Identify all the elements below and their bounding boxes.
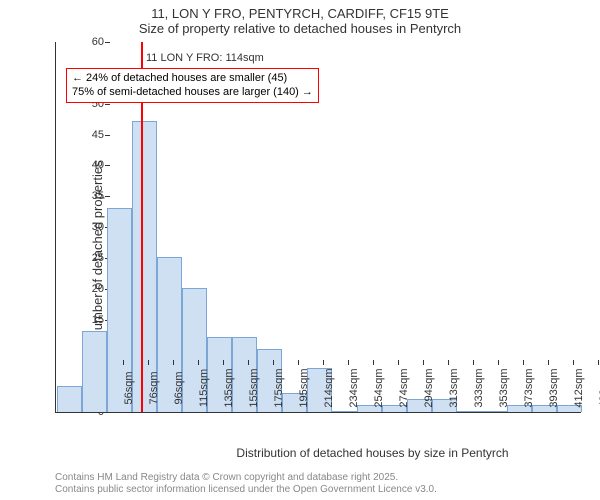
bars-region: 11 LON Y FRO: 114sqm ← 24% of detached h…: [55, 42, 581, 413]
x-tick-label: 96sqm: [173, 371, 185, 404]
x-tick-label: 373sqm: [523, 368, 535, 407]
x-tick-mark: [473, 360, 474, 365]
x-tick-label: 155sqm: [248, 368, 260, 407]
x-axis-label: Distribution of detached houses by size …: [236, 446, 508, 460]
x-tick-label: 135sqm: [223, 368, 235, 407]
histogram-chart: 11, LON Y FRO, PENTYRCH, CARDIFF, CF15 9…: [0, 0, 600, 500]
x-tick-label: 195sqm: [298, 368, 310, 407]
x-tick-mark: [148, 360, 149, 365]
x-tick-mark: [598, 360, 599, 365]
x-tick-mark: [498, 360, 499, 365]
footer-line2: Contains public sector information licen…: [55, 484, 437, 496]
x-tick-mark: [248, 360, 249, 365]
x-axis: Distribution of detached houses by size …: [110, 360, 600, 412]
x-tick-mark: [448, 360, 449, 365]
x-tick-label: 56sqm: [123, 371, 135, 404]
annotation-line2: 75% of semi-detached houses are larger (…: [72, 85, 313, 99]
footer-attribution: Contains HM Land Registry data © Crown c…: [55, 472, 437, 496]
footer-line1: Contains HM Land Registry data © Crown c…: [55, 472, 437, 484]
x-tick-mark: [373, 360, 374, 365]
x-tick-mark: [523, 360, 524, 365]
x-tick-label: 254sqm: [373, 368, 385, 407]
x-tick-label: 274sqm: [398, 368, 410, 407]
x-tick-mark: [573, 360, 574, 365]
x-tick-mark: [423, 360, 424, 365]
annotation-box: ← 24% of detached houses are smaller (45…: [66, 68, 319, 103]
annotation-line1: ← 24% of detached houses are smaller (45…: [72, 71, 313, 85]
x-tick-label: 115sqm: [198, 369, 210, 407]
x-tick-mark: [298, 360, 299, 365]
x-tick-mark: [348, 360, 349, 365]
x-tick-mark: [123, 360, 124, 365]
x-tick-label: 353sqm: [498, 368, 510, 407]
x-tick-label: 294sqm: [423, 368, 435, 407]
x-tick-mark: [323, 360, 324, 365]
x-tick-label: 214sqm: [323, 368, 335, 407]
x-tick-label: 76sqm: [148, 371, 160, 404]
x-tick-label: 175sqm: [273, 368, 285, 407]
x-tick-label: 393sqm: [548, 368, 560, 407]
x-tick-mark: [273, 360, 274, 365]
x-tick-mark: [398, 360, 399, 365]
plot-area: 051015202530354045505560 11 LON Y FRO: 1…: [55, 42, 580, 412]
x-tick-mark: [223, 360, 224, 365]
x-tick-mark: [198, 360, 199, 365]
x-tick-mark: [548, 360, 549, 365]
chart-title-line2: Size of property relative to detached ho…: [0, 21, 600, 36]
annotation-title: 11 LON Y FRO: 114sqm: [146, 52, 264, 64]
x-tick-mark: [173, 360, 174, 365]
x-tick-label: 412sqm: [573, 368, 585, 407]
histogram-bar: [82, 331, 108, 412]
x-tick-label: 313sqm: [448, 368, 460, 407]
x-tick-label: 234sqm: [348, 368, 360, 407]
x-tick-label: 333sqm: [473, 368, 485, 407]
chart-title-line1: 11, LON Y FRO, PENTYRCH, CARDIFF, CF15 9…: [0, 0, 600, 21]
histogram-bar: [57, 386, 83, 412]
